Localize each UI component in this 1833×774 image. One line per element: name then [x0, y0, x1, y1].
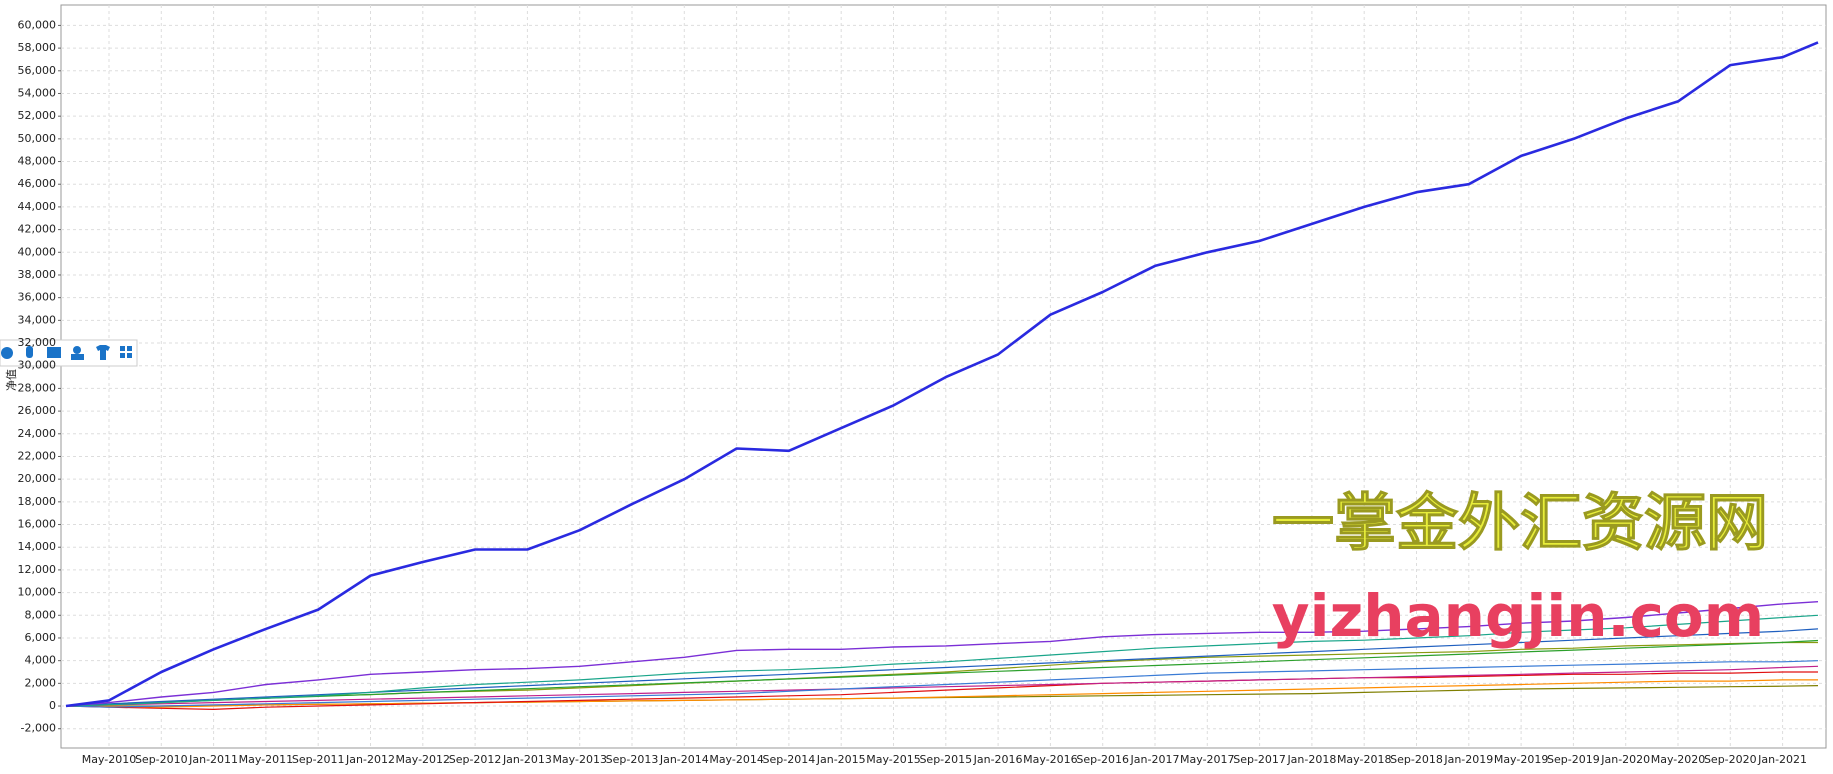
y-tick-label: 46,000 — [18, 177, 57, 190]
series-line — [66, 679, 1818, 708]
series-line — [65, 671, 1818, 710]
toolbar-icon[interactable] — [120, 346, 125, 351]
grid — [58, 5, 1826, 748]
y-tick-label: 34,000 — [18, 313, 57, 326]
x-tick-label: May-2019 — [1494, 753, 1549, 766]
x-tick-label: Sep-2012 — [449, 753, 502, 766]
toolbar-icon[interactable] — [26, 346, 33, 358]
x-tick-label: Sep-2020 — [1704, 753, 1757, 766]
y-tick-label: 24,000 — [18, 427, 57, 440]
y-tick-label: 58,000 — [18, 41, 57, 54]
x-tick-label: May-2013 — [552, 753, 607, 766]
series-line — [65, 41, 1819, 708]
toolbar-icon[interactable] — [1, 347, 13, 359]
x-tick-label: May-2017 — [1180, 753, 1235, 766]
x-tick-label: May-2016 — [1023, 753, 1078, 766]
watermark: 一掌金外汇资源网 — [1272, 486, 1768, 559]
x-tick-label: May-2015 — [866, 753, 921, 766]
y-tick-label: 52,000 — [18, 109, 57, 122]
x-tick-label: Jan-2017 — [1130, 753, 1180, 766]
y-tick-label: 50,000 — [18, 132, 57, 145]
x-tick-label: Sep-2013 — [606, 753, 659, 766]
x-tick-label: Sep-2016 — [1076, 753, 1129, 766]
y-tick-label: 12,000 — [18, 563, 57, 576]
x-tick-label: Jan-2014 — [659, 753, 709, 766]
y-tick-label: -2,000 — [21, 722, 56, 735]
y-tick-label: 32,000 — [18, 336, 57, 349]
x-tick-label: May-2014 — [709, 753, 764, 766]
x-tick-label: Sep-2018 — [1390, 753, 1443, 766]
y-tick-label: 14,000 — [18, 540, 57, 553]
y-tick-label: 0 — [49, 699, 56, 712]
x-tick-label: Sep-2017 — [1233, 753, 1286, 766]
x-tick-label: Jan-2021 — [1757, 753, 1807, 766]
y-tick-label: 44,000 — [18, 200, 57, 213]
x-tick-label: Jan-2011 — [188, 753, 238, 766]
y-tick-label: 38,000 — [18, 268, 57, 281]
x-tick-label: Jan-2019 — [1443, 753, 1493, 766]
watermark: yizhangjin.com — [1272, 582, 1764, 650]
toolbar-icon[interactable] — [96, 345, 110, 360]
x-tick-label: Jan-2013 — [502, 753, 552, 766]
y-tick-label: 36,000 — [18, 291, 57, 304]
y-tick-label: 30,000 — [18, 359, 57, 372]
series-line — [65, 614, 1819, 707]
series-line — [65, 665, 1819, 707]
x-tick-label: Sep-2011 — [292, 753, 345, 766]
y-tick-label: 22,000 — [18, 449, 57, 462]
x-tick-label: May-2018 — [1337, 753, 1392, 766]
toolbar[interactable] — [0, 339, 138, 367]
y-tick-label: 26,000 — [18, 404, 57, 417]
y-axis-label: 净值 — [4, 369, 18, 391]
y-tick-label: 60,000 — [18, 18, 57, 31]
toolbar-icon[interactable] — [120, 353, 125, 358]
x-tick-label: Jan-2018 — [1286, 753, 1336, 766]
toolbar-icon[interactable] — [71, 354, 84, 360]
x-tick-label: May-2011 — [239, 753, 294, 766]
x-tick-label: Jan-2016 — [973, 753, 1023, 766]
toolbar-box — [0, 339, 138, 367]
y-tick-label: 28,000 — [18, 381, 57, 394]
x-tick-label: May-2010 — [82, 753, 137, 766]
series-line — [65, 601, 1819, 707]
toolbar-icon[interactable] — [127, 353, 132, 358]
y-tick-label: 8,000 — [25, 608, 57, 621]
y-tick-label: 6,000 — [25, 631, 57, 644]
plot-area — [60, 4, 1827, 749]
y-tick-label: 18,000 — [18, 495, 57, 508]
x-tick-label: May-2012 — [396, 753, 451, 766]
y-tick-label: 2,000 — [25, 676, 57, 689]
y-tick-label: 42,000 — [18, 223, 57, 236]
y-tick-label: 16,000 — [18, 518, 57, 531]
y-tick-label: 54,000 — [18, 86, 57, 99]
x-tick-label: Sep-2014 — [763, 753, 816, 766]
x-tick-label: Jan-2012 — [345, 753, 395, 766]
x-tick-label: Jan-2020 — [1600, 753, 1650, 766]
y-tick-label: 10,000 — [18, 586, 57, 599]
toolbar-icon[interactable] — [47, 347, 61, 358]
x-tick-label: Jan-2015 — [816, 753, 866, 766]
toolbar-icon[interactable] — [73, 346, 81, 354]
y-tick-label: 56,000 — [18, 64, 57, 77]
x-tick-label: May-2020 — [1651, 753, 1706, 766]
lines — [65, 41, 1819, 710]
series-line — [65, 660, 1819, 708]
y-tick-label: 20,000 — [18, 472, 57, 485]
y-tick-label: 40,000 — [18, 245, 57, 258]
x-tick-label: Sep-2019 — [1547, 753, 1600, 766]
toolbar-icon[interactable] — [127, 346, 132, 351]
y-tick-label: 4,000 — [25, 654, 57, 667]
x-tick-label: Sep-2015 — [919, 753, 972, 766]
y-tick-label: 48,000 — [18, 155, 57, 168]
series-line — [65, 639, 1819, 707]
x-tick-label: Sep-2010 — [135, 753, 188, 766]
